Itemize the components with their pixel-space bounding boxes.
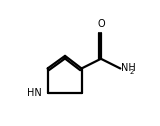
Text: O: O [97, 19, 105, 29]
Text: HN: HN [27, 88, 42, 98]
Text: NH: NH [121, 64, 136, 73]
Text: 2: 2 [129, 69, 133, 75]
